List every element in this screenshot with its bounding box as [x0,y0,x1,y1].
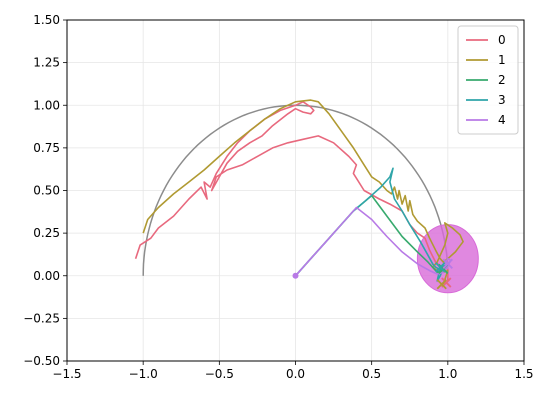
y-tick-label-0: −0.50 [23,354,60,368]
x-tick-label-6: 1.5 [514,367,533,381]
legend-label-3: 3 [498,93,506,107]
x-tick-label-0: −1.5 [52,367,81,381]
y-tick-label-8: 1.50 [33,13,60,27]
y-tick-label-5: 0.75 [33,141,60,155]
y-tick-label-3: 0.25 [33,226,60,240]
x-axis-ticks: −1.5 −1.0 −0.5 0.0 0.5 1.0 1.5 [52,361,534,381]
x-tick-label-2: −0.5 [205,367,234,381]
y-axis-ticks: −0.50 −0.25 0.00 0.25 0.50 0.75 1.00 1.25 1.50 [23,13,67,368]
series-line-4 [294,206,452,277]
x-tick-label-1: −1.0 [129,367,158,381]
legend: 0 1 2 3 4 [457,25,519,135]
legend-label-4: 4 [498,113,506,127]
y-tick-label-1: −0.25 [23,311,60,325]
legend-label-2: 2 [498,73,506,87]
y-tick-label-4: 0.50 [33,184,60,198]
legend-label-0: 0 [498,33,506,47]
end-marker-4 [442,258,453,269]
end-marker-4-stroke-b [442,258,453,269]
end-marker-3-stroke-b [435,262,446,273]
series-line-1 [142,99,464,285]
y-tick-label-7: 1.25 [33,56,60,70]
x-tick-label-5: 1.0 [438,367,457,381]
x-tick-label-3: 0.0 [286,367,305,381]
legend-label-1: 1 [498,53,506,67]
y-tick-label-6: 1.00 [33,98,60,112]
x-tick-label-4: 0.5 [362,367,381,381]
series-markers [292,258,453,290]
start-point-marker [292,272,299,279]
end-marker-1 [436,279,447,290]
end-marker-3 [435,262,446,273]
end-marker-1-stroke-b [436,279,447,290]
y-tick-label-2: 0.00 [33,269,60,283]
series-line-0 [134,101,449,281]
